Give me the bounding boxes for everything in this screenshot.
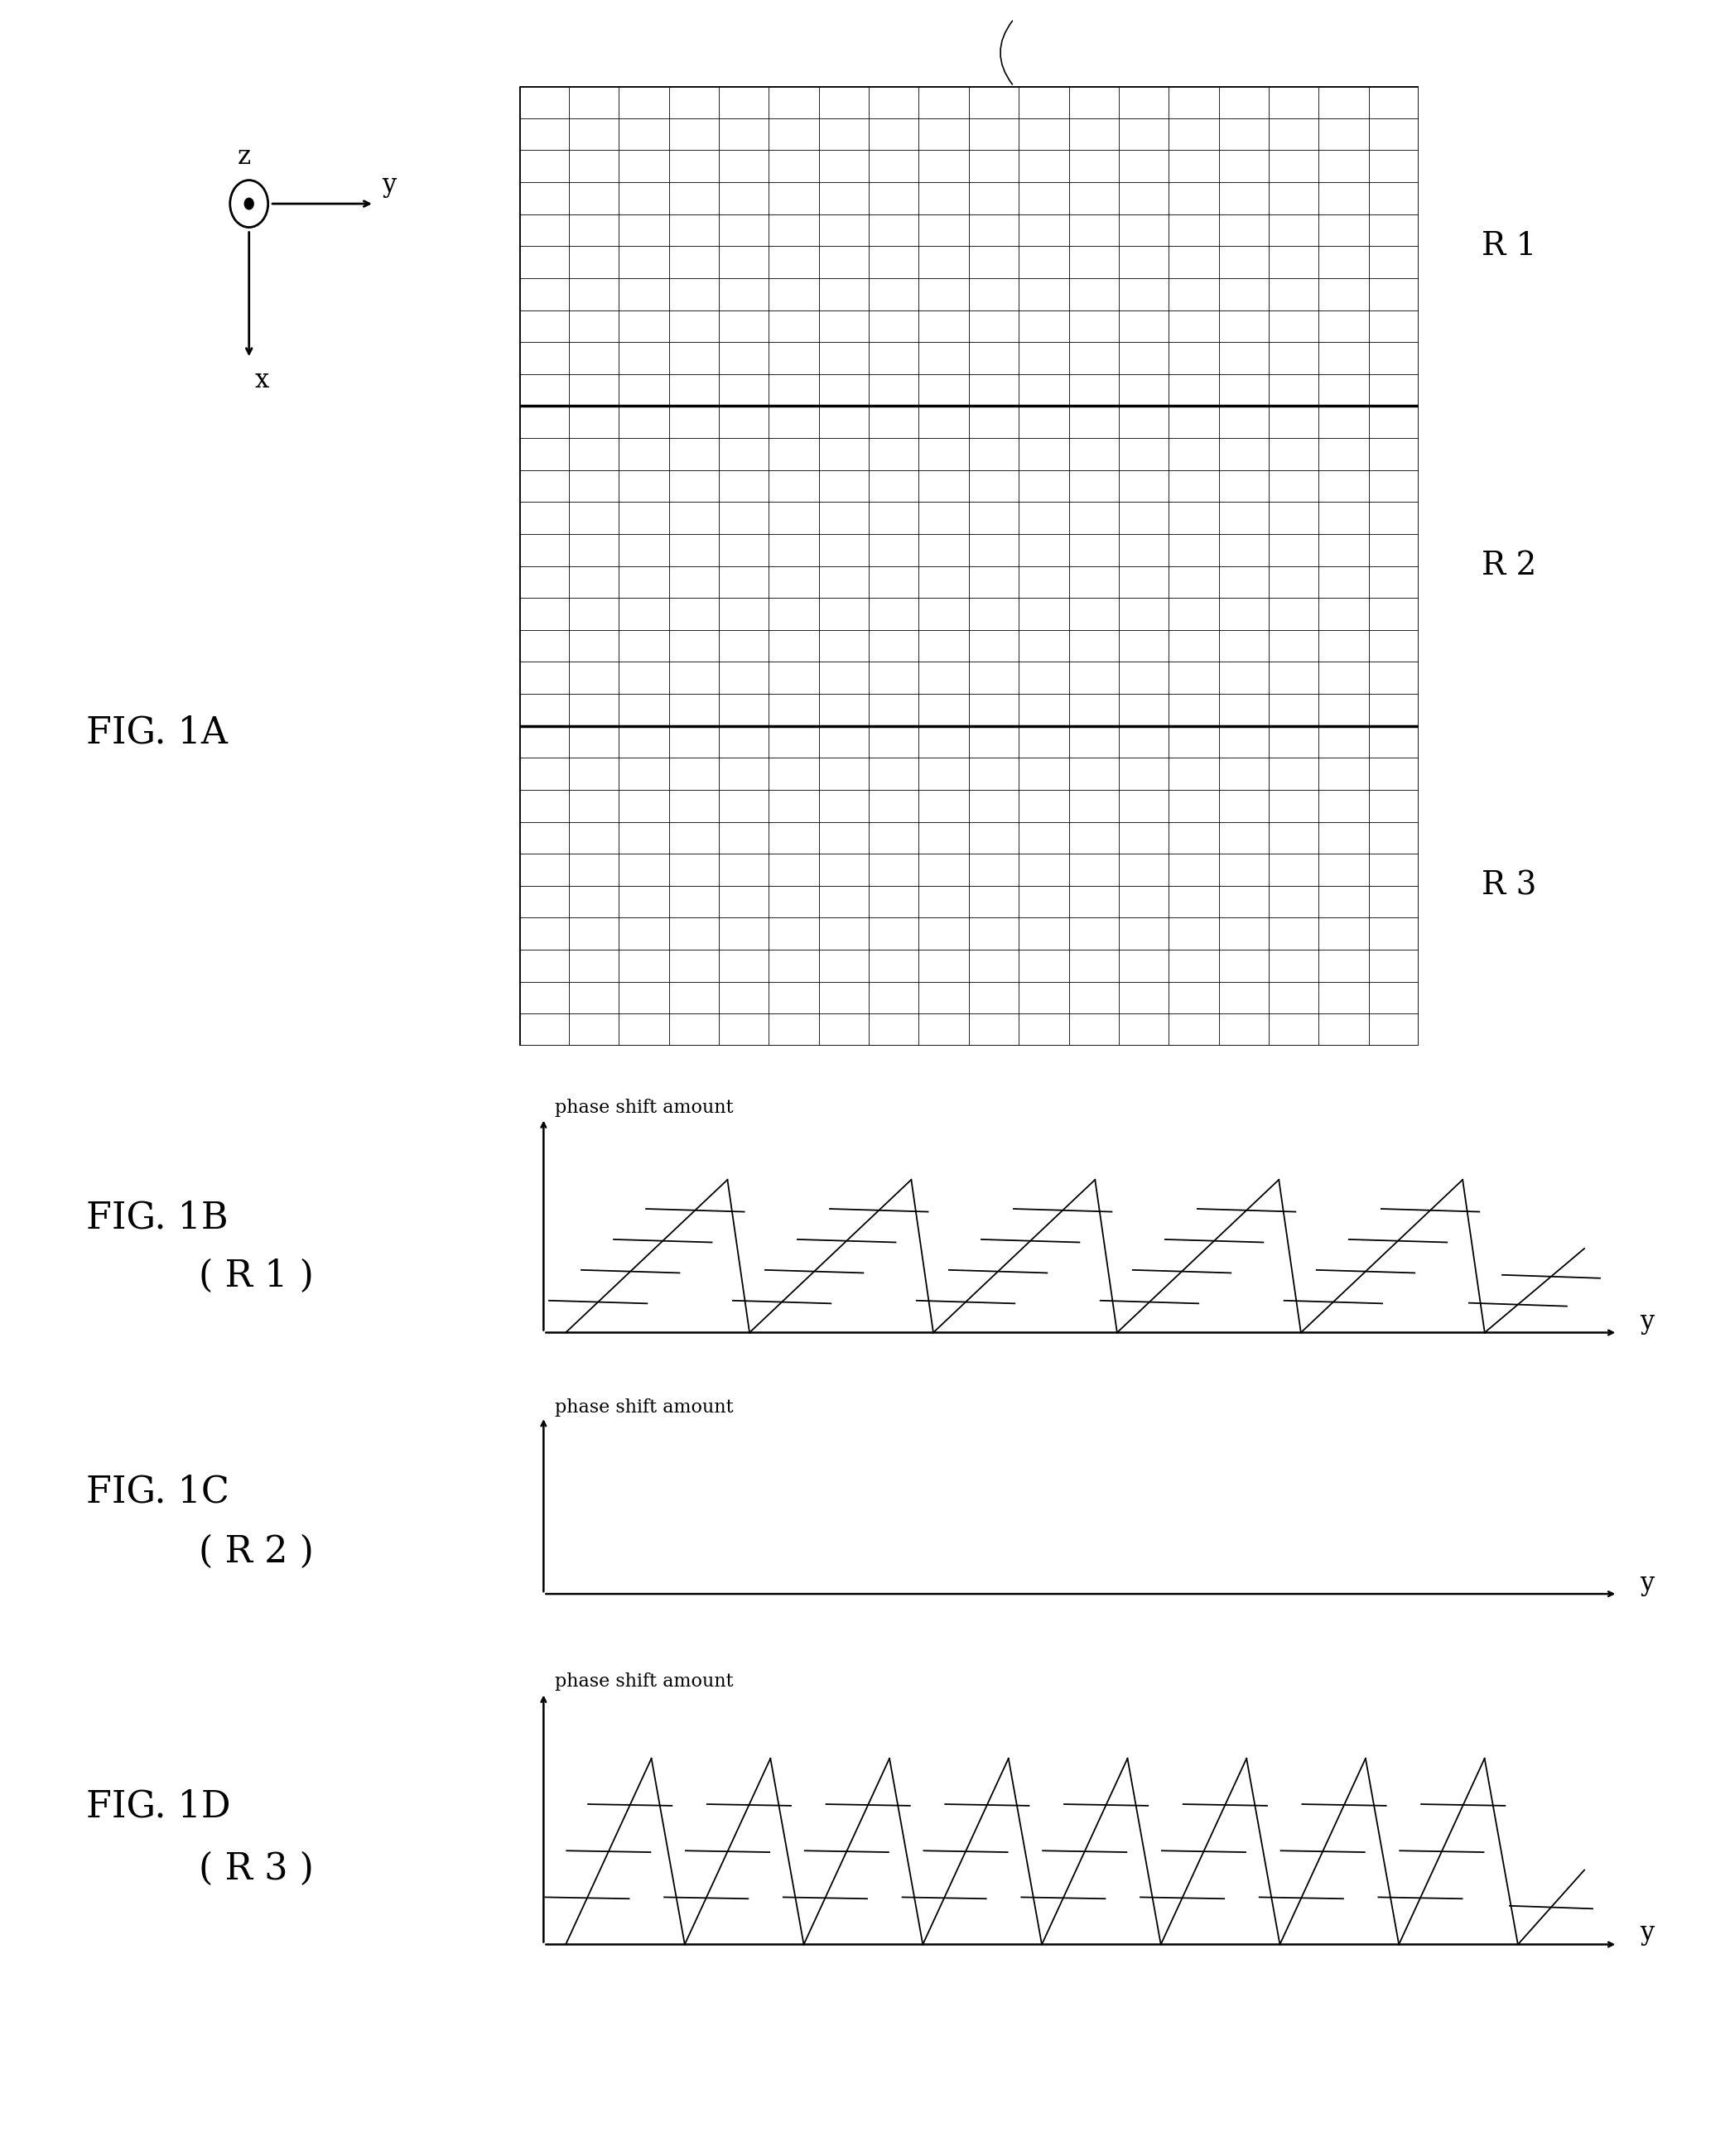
Text: R 2: R 2 [1481, 550, 1536, 582]
Text: x: x [254, 369, 270, 395]
Circle shape [244, 198, 254, 209]
Text: y: y [1640, 1921, 1654, 1947]
Text: ( R 1 ): ( R 1 ) [199, 1259, 313, 1294]
Text: R 1: R 1 [1481, 231, 1536, 261]
Text: phase shift amount: phase shift amount [555, 1100, 734, 1117]
Text: ( R 3 ): ( R 3 ) [199, 1852, 313, 1886]
Text: FIG. 1D: FIG. 1D [86, 1789, 232, 1824]
Text: y: y [1640, 1309, 1654, 1335]
Text: y: y [382, 172, 396, 198]
Text: R 3: R 3 [1481, 871, 1536, 901]
Text: z: z [237, 144, 251, 170]
Text: FIG. 1C: FIG. 1C [86, 1475, 230, 1509]
Text: phase shift amount: phase shift amount [555, 1673, 734, 1690]
Text: FIG. 1A: FIG. 1A [86, 716, 228, 750]
Text: FIG. 1B: FIG. 1B [86, 1201, 228, 1235]
Text: phase shift amount: phase shift amount [555, 1397, 734, 1416]
Text: y: y [1640, 1572, 1654, 1598]
Text: ( R 2 ): ( R 2 ) [199, 1535, 313, 1570]
